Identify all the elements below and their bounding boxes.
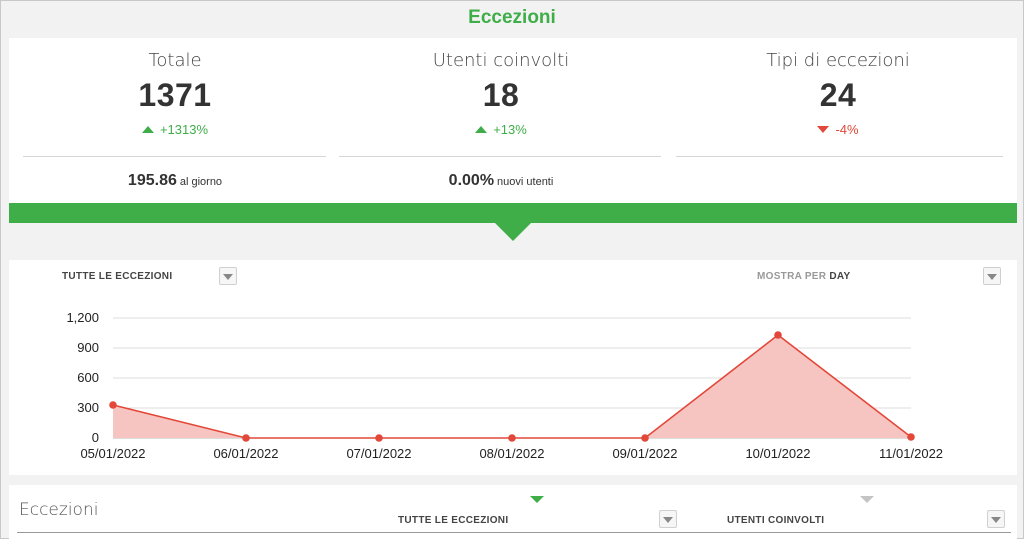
trend-up-icon — [141, 126, 154, 133]
stat-value: 18 — [482, 77, 520, 113]
y-tick-label: 300 — [77, 400, 99, 415]
x-tick-label: 06/01/2022 — [213, 446, 278, 461]
exceptions-area-chart: 0 300 600 900 1,200 05/01/2022 06/01/2022 07/01… — [66, 310, 943, 461]
x-tick-label: 09/01/2022 — [612, 446, 677, 461]
y-tick-label: 600 — [77, 370, 99, 385]
data-point — [242, 434, 250, 442]
series-area — [113, 335, 911, 438]
column-filter-dropdown[interactable] — [659, 510, 677, 528]
stat-totale: Totale 1371 +1313% — [9, 38, 341, 137]
data-point — [375, 434, 383, 442]
sub-stat-per-day: 195.86 al giorno — [127, 172, 223, 189]
stat-delta: +1313% — [9, 122, 341, 137]
stat-label: Tipi di eccezioni — [766, 50, 910, 71]
x-tick-label: 08/01/2022 — [479, 446, 544, 461]
sub-stat-new-users: 0.00% nuovi utenti — [448, 172, 554, 189]
data-point — [907, 433, 915, 441]
show-by-dropdown[interactable] — [983, 267, 1001, 285]
column-filter-dropdown[interactable] — [987, 510, 1005, 528]
column-header[interactable]: TUTTE LE ECCEZIONI — [398, 515, 509, 526]
divider — [676, 156, 1003, 157]
section-tab-bar[interactable] — [9, 203, 1017, 223]
stat-label: Utenti coinvolti — [432, 50, 570, 71]
page-title: Eccezioni — [468, 7, 556, 28]
series-filter-dropdown[interactable] — [219, 267, 237, 285]
divider — [17, 532, 1011, 533]
stat-label: Totale — [148, 50, 202, 71]
data-point — [641, 434, 649, 442]
data-point — [508, 434, 516, 442]
stat-delta: -4% — [673, 122, 1003, 137]
trend-down-icon — [817, 126, 830, 133]
summary-card: Totale 1371 +1313% Utenti coinvolti 18 +… — [9, 38, 1017, 204]
exceptions-table: Eccezioni TUTTE LE ECCEZIONI UTENTI COIN… — [9, 485, 1017, 539]
stat-delta: +13% — [341, 122, 661, 137]
x-tick-label: 07/01/2022 — [346, 446, 411, 461]
divider — [23, 156, 326, 157]
y-tick-label: 1,200 — [66, 310, 99, 325]
active-section-pointer-icon — [494, 222, 532, 241]
stat-tipi-di-eccezioni: Tipi di eccezioni 24 -4% — [673, 38, 1003, 137]
table-title: Eccezioni — [19, 500, 99, 520]
chart-card: TUTTE LE ECCEZIONI MOSTRA PER DAY 0 300 60… — [9, 260, 1017, 475]
stat-value: 24 — [819, 77, 857, 113]
stat-value: 1371 — [138, 77, 212, 113]
data-point — [109, 401, 117, 409]
trend-up-icon — [475, 126, 488, 133]
data-point — [774, 331, 782, 339]
x-tick-label: 05/01/2022 — [80, 446, 145, 461]
sort-inactive-icon[interactable] — [860, 496, 874, 503]
show-by-label: MOSTRA PER DAY — [757, 271, 851, 282]
divider — [339, 156, 661, 157]
series-filter-label: TUTTE LE ECCEZIONI — [62, 271, 173, 282]
sort-active-icon[interactable] — [530, 496, 544, 503]
x-tick-label: 11/01/2022 — [879, 446, 943, 461]
x-tick-label: 10/01/2022 — [745, 446, 810, 461]
y-tick-label: 900 — [77, 340, 99, 355]
y-tick-label: 0 — [92, 430, 99, 445]
column-header[interactable]: UTENTI COINVOLTI — [727, 515, 825, 526]
stat-utenti-coinvolti: Utenti coinvolti 18 +13% — [341, 38, 661, 137]
